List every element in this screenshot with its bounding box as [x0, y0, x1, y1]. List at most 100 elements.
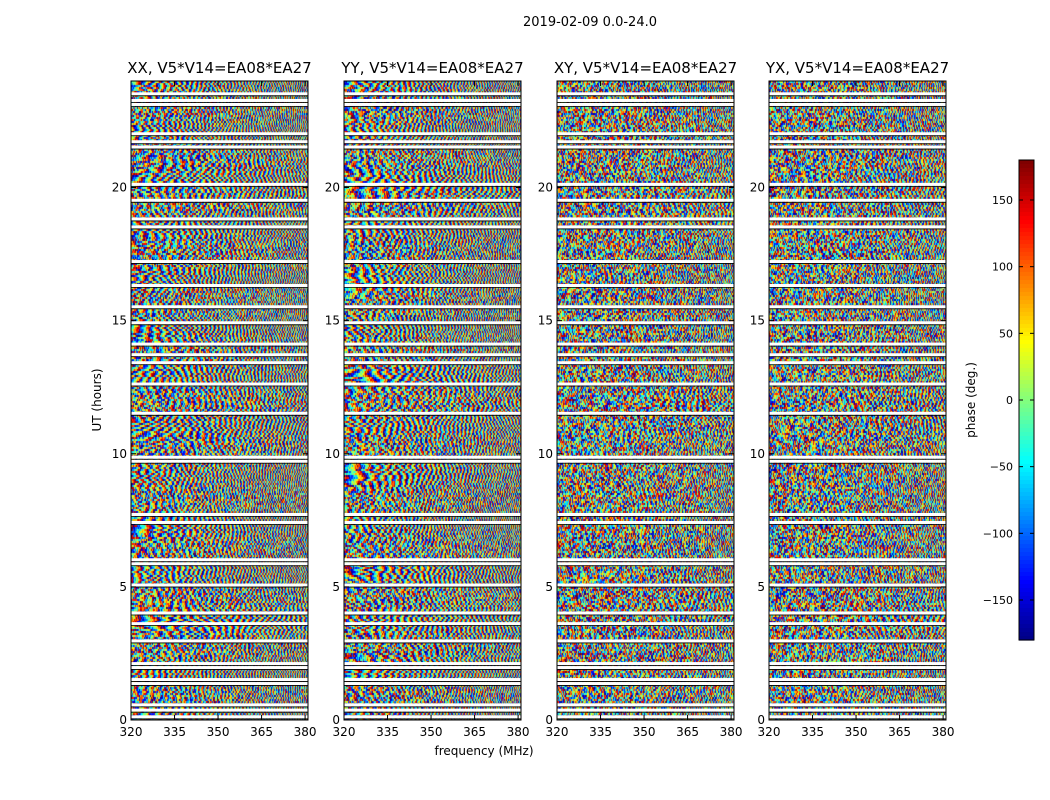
x-tick-label: 350	[845, 725, 868, 739]
colorbar-swatch	[1019, 320, 1034, 325]
colorbar-swatch	[1019, 376, 1034, 381]
flag-gap	[769, 622, 946, 626]
colorbar-swatch	[1019, 324, 1034, 329]
colorbar-swatch	[1019, 536, 1034, 541]
colorbar-tick-label: 0	[1006, 394, 1013, 407]
flag-gap	[557, 583, 734, 587]
flag-gap	[131, 678, 308, 682]
y-tick-label: 10	[112, 447, 127, 461]
colorbar-swatch	[1019, 260, 1034, 265]
flag-gap	[131, 666, 308, 670]
colorbar-swatch	[1019, 572, 1034, 577]
colorbar-swatch	[1019, 184, 1034, 189]
flag-gap	[344, 102, 521, 106]
flag-gap	[344, 305, 521, 309]
colorbar-swatch	[1019, 252, 1034, 257]
flag-gap	[557, 708, 734, 712]
flag-gap	[557, 512, 734, 516]
y-tick-label: 10	[538, 447, 553, 461]
colorbar-swatch	[1019, 328, 1034, 333]
panel-frame	[768, 80, 947, 721]
flag-gap	[344, 583, 521, 587]
flag-gap	[344, 558, 521, 562]
colorbar-swatch	[1019, 524, 1034, 529]
colorbar-swatch	[1019, 436, 1034, 441]
flag-gap	[769, 678, 946, 682]
flag-gap	[557, 562, 734, 566]
x-tick-label: 335	[163, 725, 186, 739]
y-tick-label: 0	[757, 713, 765, 727]
flag-gap	[557, 92, 734, 96]
colorbar-swatch	[1019, 408, 1034, 413]
flag-gap	[557, 715, 734, 719]
flag-gap	[557, 666, 734, 670]
colorbar-swatch	[1019, 356, 1034, 361]
colorbar-label: phase (deg.)	[964, 362, 978, 438]
x-tick-label: 365	[888, 725, 911, 739]
flag-gap	[131, 459, 308, 463]
y-tick-label: 20	[112, 181, 127, 195]
colorbar-swatch	[1019, 556, 1034, 561]
flag-gap	[557, 342, 734, 346]
colorbar-swatch	[1019, 212, 1034, 217]
flag-gap	[344, 217, 521, 221]
flag-gap	[131, 703, 308, 707]
flag-gap	[769, 512, 946, 516]
flag-gap	[557, 611, 734, 615]
flag-gap	[557, 558, 734, 562]
flag-gap	[557, 140, 734, 144]
flag-gap	[344, 411, 521, 415]
colorbar-swatch	[1019, 444, 1034, 449]
flag-gap	[557, 182, 734, 186]
colorbar-swatch	[1019, 312, 1034, 317]
colorbar-swatch	[1019, 200, 1034, 205]
colorbar-swatch	[1019, 488, 1034, 493]
flag-gap	[344, 98, 521, 102]
colorbar-swatch	[1019, 288, 1034, 293]
colorbar-swatch	[1019, 484, 1034, 489]
flag-gap	[131, 260, 308, 264]
y-tick-label: 20	[325, 181, 340, 195]
flag-gap	[131, 622, 308, 626]
flag-gap	[769, 662, 946, 666]
colorbar: −150 −100 −50 0 50 100 150	[983, 159, 1035, 641]
colorbar-swatch	[1019, 220, 1034, 225]
panel-1: YY, V5*V14=EA08*EA27 320 335 350 365 380 0 5 10 1…	[325, 59, 530, 739]
flag-gap	[131, 92, 308, 96]
y-tick-label: 0	[545, 713, 553, 727]
colorbar-swatch	[1019, 352, 1034, 357]
x-tick-label: 380	[720, 725, 743, 739]
colorbar-swatch	[1019, 612, 1034, 617]
colorbar-swatch	[1019, 316, 1034, 321]
colorbar-swatch	[1019, 248, 1034, 253]
flag-gap	[769, 92, 946, 96]
flag-gap	[557, 682, 734, 686]
colorbar-swatch	[1019, 340, 1034, 345]
panel-title: YX, V5*V14=EA08*EA27	[765, 59, 949, 77]
colorbar-swatch	[1019, 224, 1034, 229]
panel-frame	[343, 80, 522, 721]
flag-gap	[769, 611, 946, 615]
x-tick-label: 365	[676, 725, 699, 739]
flag-gap	[769, 284, 946, 288]
flag-gap	[769, 708, 946, 712]
flag-gap	[131, 715, 308, 719]
flag-gap	[131, 305, 308, 309]
colorbar-swatch	[1019, 588, 1034, 593]
colorbar-swatch	[1019, 560, 1034, 565]
flag-gap	[769, 520, 946, 524]
flag-gap	[344, 342, 521, 346]
flag-gap	[344, 321, 521, 325]
flag-gap	[769, 455, 946, 459]
flag-gap	[557, 520, 734, 524]
colorbar-swatch	[1019, 420, 1034, 425]
colorbar-swatch	[1019, 364, 1034, 369]
colorbar-swatch	[1019, 592, 1034, 597]
colorbar-swatch	[1019, 392, 1034, 397]
colorbar-swatch	[1019, 228, 1034, 233]
colorbar-swatch	[1019, 628, 1034, 633]
flag-gap	[131, 562, 308, 566]
panel-2: XY, V5*V14=EA08*EA27 320 335 350 365 380 0 5 10 1…	[538, 59, 743, 739]
colorbar-swatch	[1019, 532, 1034, 537]
